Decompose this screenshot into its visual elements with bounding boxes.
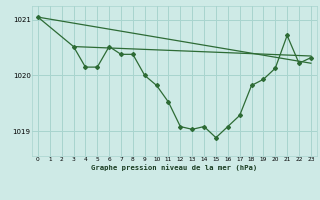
X-axis label: Graphe pression niveau de la mer (hPa): Graphe pression niveau de la mer (hPa) bbox=[91, 164, 258, 171]
